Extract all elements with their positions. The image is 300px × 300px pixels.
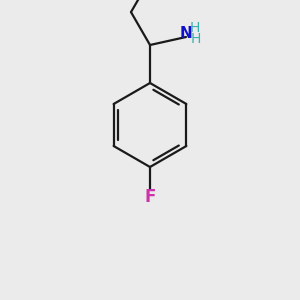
Text: H: H bbox=[191, 32, 201, 46]
Text: F: F bbox=[144, 188, 156, 206]
Text: N: N bbox=[180, 26, 192, 40]
Text: H: H bbox=[190, 21, 200, 35]
